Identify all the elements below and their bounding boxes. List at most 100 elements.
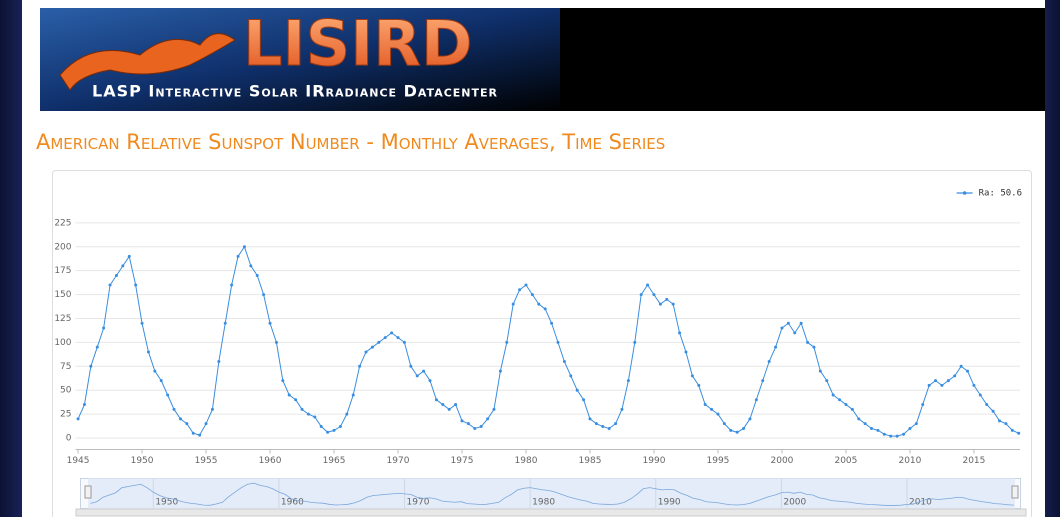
x-tick-label: 1950: [131, 456, 154, 466]
data-point: [780, 327, 783, 330]
data-point: [326, 431, 329, 434]
data-point: [576, 389, 579, 392]
data-point: [134, 284, 137, 287]
data-point: [262, 293, 265, 296]
y-tick-label: 0: [66, 434, 72, 444]
data-point: [595, 422, 598, 425]
data-point: [294, 398, 297, 401]
navigator-tick-label: 1980: [532, 498, 555, 508]
data-point: [883, 433, 886, 436]
data-point: [1004, 422, 1007, 425]
data-point: [358, 365, 361, 368]
data-point: [313, 415, 316, 418]
data-point: [710, 408, 713, 411]
navigator-handle[interactable]: [85, 486, 91, 498]
y-tick-label: 175: [54, 266, 71, 276]
data-point: [915, 422, 918, 425]
data-point: [851, 408, 854, 411]
scrollbar[interactable]: [76, 509, 1026, 516]
data-point: [537, 303, 540, 306]
data-point: [531, 293, 534, 296]
data-point: [563, 360, 566, 363]
data-point: [697, 384, 700, 387]
data-point: [550, 322, 553, 325]
data-point: [384, 336, 387, 339]
navigator-handle[interactable]: [1012, 486, 1018, 498]
data-point: [691, 374, 694, 377]
data-point: [876, 429, 879, 432]
data-point: [588, 417, 591, 420]
data-point: [1017, 432, 1020, 435]
data-point: [429, 379, 432, 382]
legend-marker: [963, 191, 967, 195]
data-point: [761, 379, 764, 382]
data-point: [77, 417, 80, 420]
data-point: [723, 422, 726, 425]
data-point: [934, 379, 937, 382]
data-point: [646, 284, 649, 287]
data-point: [640, 293, 643, 296]
data-point: [243, 245, 246, 248]
data-point: [486, 417, 489, 420]
data-point: [339, 425, 342, 428]
data-point: [601, 425, 604, 428]
data-point: [109, 284, 112, 287]
logo-text: LISIRD: [243, 7, 473, 80]
data-point: [153, 370, 156, 373]
data-point: [269, 322, 272, 325]
data-point: [582, 398, 585, 401]
data-point: [377, 341, 380, 344]
data-point: [128, 255, 131, 258]
data-point: [371, 346, 374, 349]
data-point: [345, 413, 348, 416]
y-tick-label: 25: [60, 410, 71, 420]
x-tick-label: 1980: [515, 456, 538, 466]
data-point: [838, 398, 841, 401]
data-point: [998, 419, 1001, 422]
y-tick-label: 50: [60, 386, 72, 396]
data-point: [307, 413, 310, 416]
data-point: [979, 393, 982, 396]
chart-title: American Relative Sunspot Number - Month…: [36, 130, 665, 154]
data-point: [492, 408, 495, 411]
x-tick-label: 1955: [195, 456, 218, 466]
data-point: [972, 384, 975, 387]
x-tick-label: 1990: [643, 456, 666, 466]
data-point: [544, 307, 547, 310]
y-tick-label: 200: [54, 242, 71, 252]
data-point: [473, 427, 476, 430]
x-tick-label: 1985: [579, 456, 602, 466]
data-point: [870, 427, 873, 430]
data-point: [96, 346, 99, 349]
y-tick-label: 225: [54, 218, 71, 228]
navigator-tick-label: 2000: [783, 498, 806, 508]
data-point: [844, 403, 847, 406]
data-point: [365, 350, 368, 353]
y-tick-label: 150: [54, 290, 71, 300]
data-point: [806, 341, 809, 344]
data-point: [115, 274, 118, 277]
data-point: [864, 422, 867, 425]
data-point: [992, 410, 995, 413]
data-point: [333, 429, 336, 432]
x-tick-label: 1995: [707, 456, 730, 466]
data-point: [166, 393, 169, 396]
data-point: [435, 398, 438, 401]
data-point: [173, 408, 176, 411]
data-point: [947, 379, 950, 382]
page: LISIRD LASP Interactive Solar IRradiance…: [0, 0, 1060, 517]
data-point: [928, 384, 931, 387]
data-point: [281, 379, 284, 382]
data-point: [665, 298, 668, 301]
data-point: [672, 303, 675, 306]
data-point: [518, 288, 521, 291]
data-point: [556, 341, 559, 344]
data-point: [704, 403, 707, 406]
legend-label: Ra: 50.6: [979, 189, 1022, 199]
data-point: [678, 331, 681, 334]
data-point: [1011, 429, 1014, 432]
data-point: [953, 374, 956, 377]
data-point: [160, 379, 163, 382]
data-point: [352, 393, 355, 396]
data-point: [179, 417, 182, 420]
